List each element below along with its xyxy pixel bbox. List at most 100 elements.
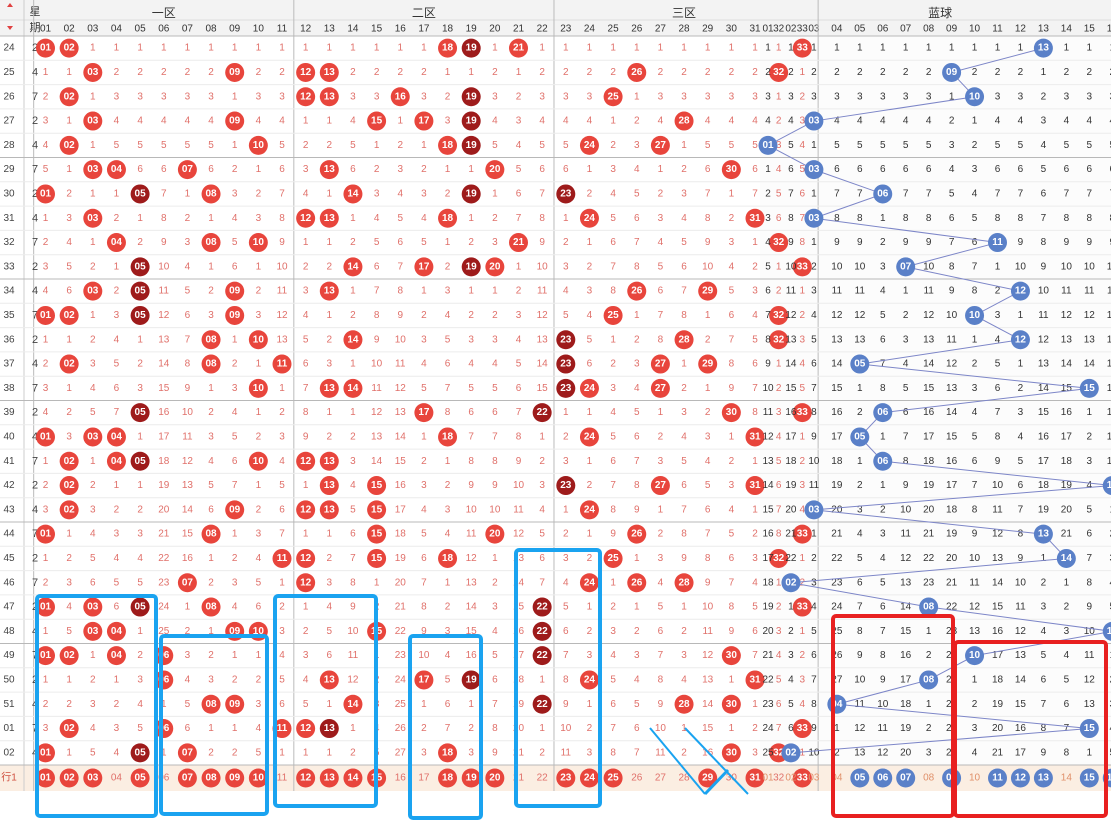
miss-value: 3: [587, 747, 593, 758]
miss-value: 5: [729, 140, 735, 151]
blue-miss-value: 16: [831, 407, 843, 418]
miss-value: 7: [705, 188, 711, 199]
miss-value: 1: [208, 553, 214, 564]
miss-value: 3: [776, 407, 782, 418]
red-ball: [674, 694, 694, 714]
miss-value: 5: [114, 140, 120, 151]
miss-value: 9: [161, 237, 167, 248]
blue-ball-number: 03: [808, 504, 820, 515]
blue-miss-value: 6: [1109, 164, 1111, 175]
miss-value: 18: [513, 674, 525, 685]
miss-value: 4: [421, 213, 427, 224]
blue-miss-value: 4: [765, 237, 771, 248]
forecast-blue-number: 13: [1038, 773, 1050, 784]
miss-value: 16: [395, 480, 407, 491]
red-ball-number: 19: [466, 674, 478, 685]
blue-miss-value: 4: [1064, 650, 1070, 661]
blue-miss-value: 2: [1018, 383, 1024, 394]
miss-value: 5: [492, 140, 498, 151]
miss-value: 9: [303, 431, 309, 442]
red-ball-number: 05: [135, 310, 147, 321]
miss-value: 1: [161, 699, 167, 710]
miss-value: 1: [232, 140, 238, 151]
blue-miss-value: 6: [1018, 480, 1024, 491]
blue-miss-value: 14: [762, 480, 774, 491]
miss-value: 1: [681, 43, 687, 54]
week-cell: 2: [32, 115, 38, 127]
miss-value: 3: [587, 650, 593, 661]
miss-value: 1: [587, 699, 593, 710]
blue-ball-number: 01: [762, 140, 774, 151]
red-ball-number: 13: [324, 286, 336, 297]
blue-miss-value: 4: [788, 116, 794, 127]
red-ball-number: 14: [347, 261, 359, 272]
miss-value: 8: [800, 237, 806, 248]
sort-up-icon[interactable]: [7, 3, 13, 7]
miss-value: 5: [350, 504, 356, 515]
miss-value: 3: [421, 91, 427, 102]
red-ball-number: 01: [40, 310, 52, 321]
sort-down-icon[interactable]: [7, 26, 13, 30]
miss-value: 11: [561, 747, 572, 758]
period-cell: 29: [3, 164, 15, 175]
miss-value: 3: [66, 213, 72, 224]
miss-value: 7: [681, 504, 687, 515]
blue-miss-value: 1: [811, 529, 817, 540]
miss-value: 8: [279, 213, 285, 224]
blue-miss-value: 25: [762, 747, 774, 758]
red-ball-number: 18: [442, 553, 454, 564]
red-ball-number: 05: [135, 407, 147, 418]
blue-miss-value: 12: [900, 553, 912, 564]
blue-miss-value: 7: [1064, 188, 1070, 199]
blue-ball: [758, 135, 778, 155]
miss-value: 5: [421, 529, 427, 540]
blue-miss-value: 13: [1015, 650, 1027, 661]
miss-value: 2: [232, 674, 238, 685]
blue-miss-value: 3: [903, 91, 909, 102]
miss-value: 9: [421, 626, 427, 637]
miss-value: 8: [658, 334, 664, 345]
blue-miss-value: 8: [1018, 529, 1024, 540]
miss-value: 2: [66, 188, 72, 199]
blue-miss-value: 7: [1087, 553, 1093, 564]
miss-value: 8: [421, 602, 427, 613]
blue-miss-value: 16: [992, 626, 1004, 637]
red-ball-number: 21: [513, 237, 525, 248]
miss-value: 4: [279, 650, 285, 661]
miss-value: 1: [421, 140, 427, 151]
blue-miss-value: 1: [926, 43, 932, 54]
blue-miss-value: 1: [949, 91, 955, 102]
miss-value: 6: [137, 164, 143, 175]
miss-value: 2: [374, 164, 380, 175]
miss-value: 3: [208, 91, 214, 102]
blue-miss-value: 1: [1109, 43, 1111, 54]
miss-value: 1: [563, 504, 569, 515]
miss-value: 3: [539, 91, 545, 102]
blue-miss-value: 1: [880, 43, 886, 54]
blue-miss-value: 13: [1084, 699, 1096, 710]
blue-miss-value: 8: [880, 650, 886, 661]
blue-miss-value: 15: [762, 504, 774, 515]
blue-miss-value: 2: [926, 67, 932, 78]
miss-value: 1: [445, 577, 451, 588]
blue-miss-value: 7: [811, 383, 817, 394]
blue-miss-value: 1: [1087, 43, 1093, 54]
blue-miss-value: 21: [946, 577, 958, 588]
miss-value: 2: [752, 529, 758, 540]
miss-value: 1: [800, 431, 806, 442]
blue-miss-value: 12: [1084, 674, 1096, 685]
red-ball: [177, 160, 197, 180]
miss-value: 4: [66, 602, 72, 613]
blue-ball: [781, 573, 801, 593]
blue-miss-value: 19: [762, 602, 774, 613]
blue-miss-value: 12: [946, 359, 958, 370]
miss-value: 5: [350, 140, 356, 151]
red-ball: [319, 378, 339, 398]
blue-miss-value: 2: [972, 699, 978, 710]
miss-value: 2: [350, 310, 356, 321]
miss-value: 1: [776, 359, 782, 370]
blue-miss-value: 19: [900, 723, 912, 734]
forecast-red-number: 07: [182, 773, 194, 784]
blue-ball: [873, 184, 893, 204]
miss-value: 6: [445, 359, 451, 370]
